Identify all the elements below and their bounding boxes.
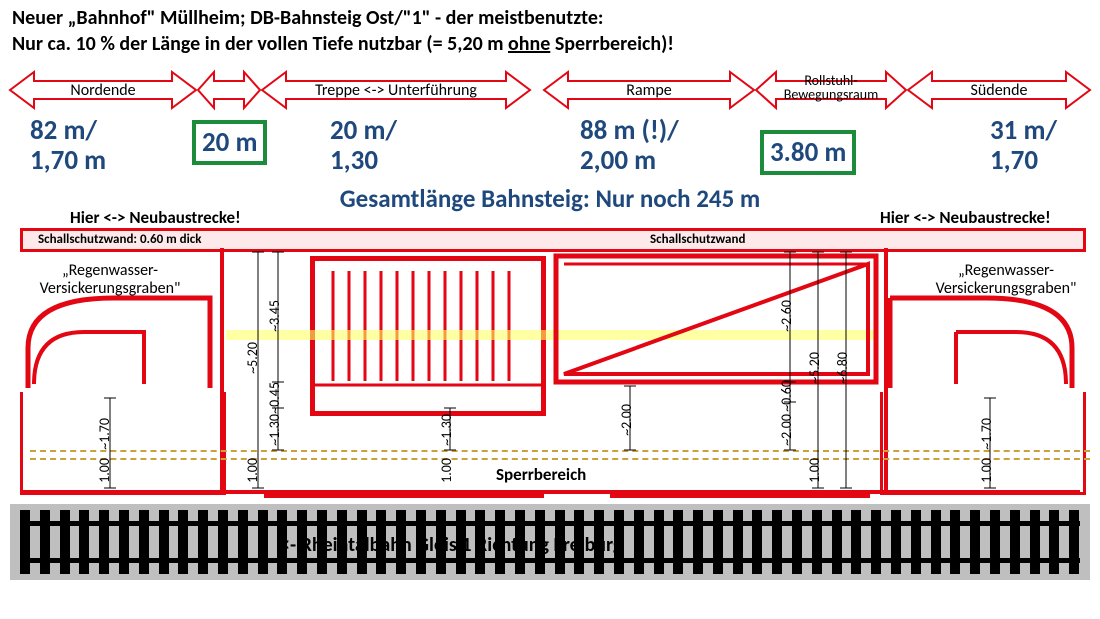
d-c100c: 1.00 bbox=[806, 458, 823, 483]
lbl-treppe: Treppe <-> Unterführung bbox=[262, 81, 530, 100]
rail-top bbox=[20, 521, 1080, 526]
title-line2b: Sperrbereich)! bbox=[550, 32, 674, 56]
meas-rampe2: 2,00 m bbox=[580, 146, 656, 176]
d-c100a: 1.00 bbox=[244, 458, 261, 483]
title-line2: Nur ca. 10 % der Länge in der vollen Tie… bbox=[12, 32, 674, 56]
d-260: ~2.60 bbox=[778, 300, 795, 332]
green-roll: 3.80 m bbox=[760, 130, 856, 175]
dim-lines bbox=[10, 222, 1090, 498]
title-line1: Neuer „Bahnhof" Müllheim; DB-Bahnsteig O… bbox=[12, 6, 603, 30]
lbl-sued: Südende bbox=[908, 81, 1090, 100]
d-left-170: ~1.70 bbox=[96, 418, 113, 450]
lbl-nord: Nordende bbox=[10, 81, 196, 100]
d-045: ~0.45 bbox=[266, 382, 283, 414]
meas-treppe2: 1,30 bbox=[330, 146, 378, 176]
meas-sued2: 1,70 bbox=[990, 146, 1038, 176]
d-520: ~5.20 bbox=[244, 342, 261, 374]
lbl-roll2: Bewegungsraum bbox=[756, 88, 906, 102]
plan-area: Schallschutzwand: 0.60 m dick Schallschu… bbox=[10, 222, 1090, 498]
meas-nord1: 82 m/ bbox=[30, 116, 97, 146]
title-line2a: Nur ca. 10 % der Länge in der vollen Tie… bbox=[12, 32, 508, 56]
d-right-100: 1.00 bbox=[978, 458, 995, 483]
d-130a: ~1.30 bbox=[266, 414, 283, 446]
track-label: <- Rheintalbahn Gleis 1 Richtung Freibur… bbox=[280, 533, 622, 557]
d-060: ~0.60 bbox=[778, 380, 795, 412]
d-130b: ~1.30 bbox=[438, 414, 455, 446]
lbl-rampe: Rampe bbox=[544, 81, 754, 100]
d-345: ~3.45 bbox=[266, 300, 283, 332]
title-line2u: ohne bbox=[508, 32, 550, 56]
d-200b: ~2.00 bbox=[778, 414, 795, 446]
d-680: ~6.80 bbox=[834, 352, 851, 384]
d-left-100: 1.00 bbox=[96, 458, 113, 483]
d-520b: ~5.20 bbox=[806, 352, 823, 384]
meas-nord2: 1,70 m bbox=[30, 146, 106, 176]
green-gap1: 20 m bbox=[192, 120, 267, 165]
rail-bot bbox=[20, 558, 1080, 563]
d-200a: ~2.00 bbox=[618, 404, 635, 436]
meas-treppe1: 20 m/ bbox=[330, 116, 397, 146]
meas-rampe1: 88 m (!)/ bbox=[580, 116, 679, 146]
meas-sued1: 31 m/ bbox=[990, 116, 1057, 146]
d-right-170: ~1.70 bbox=[978, 418, 995, 450]
d-c100b: 1.00 bbox=[438, 458, 455, 483]
